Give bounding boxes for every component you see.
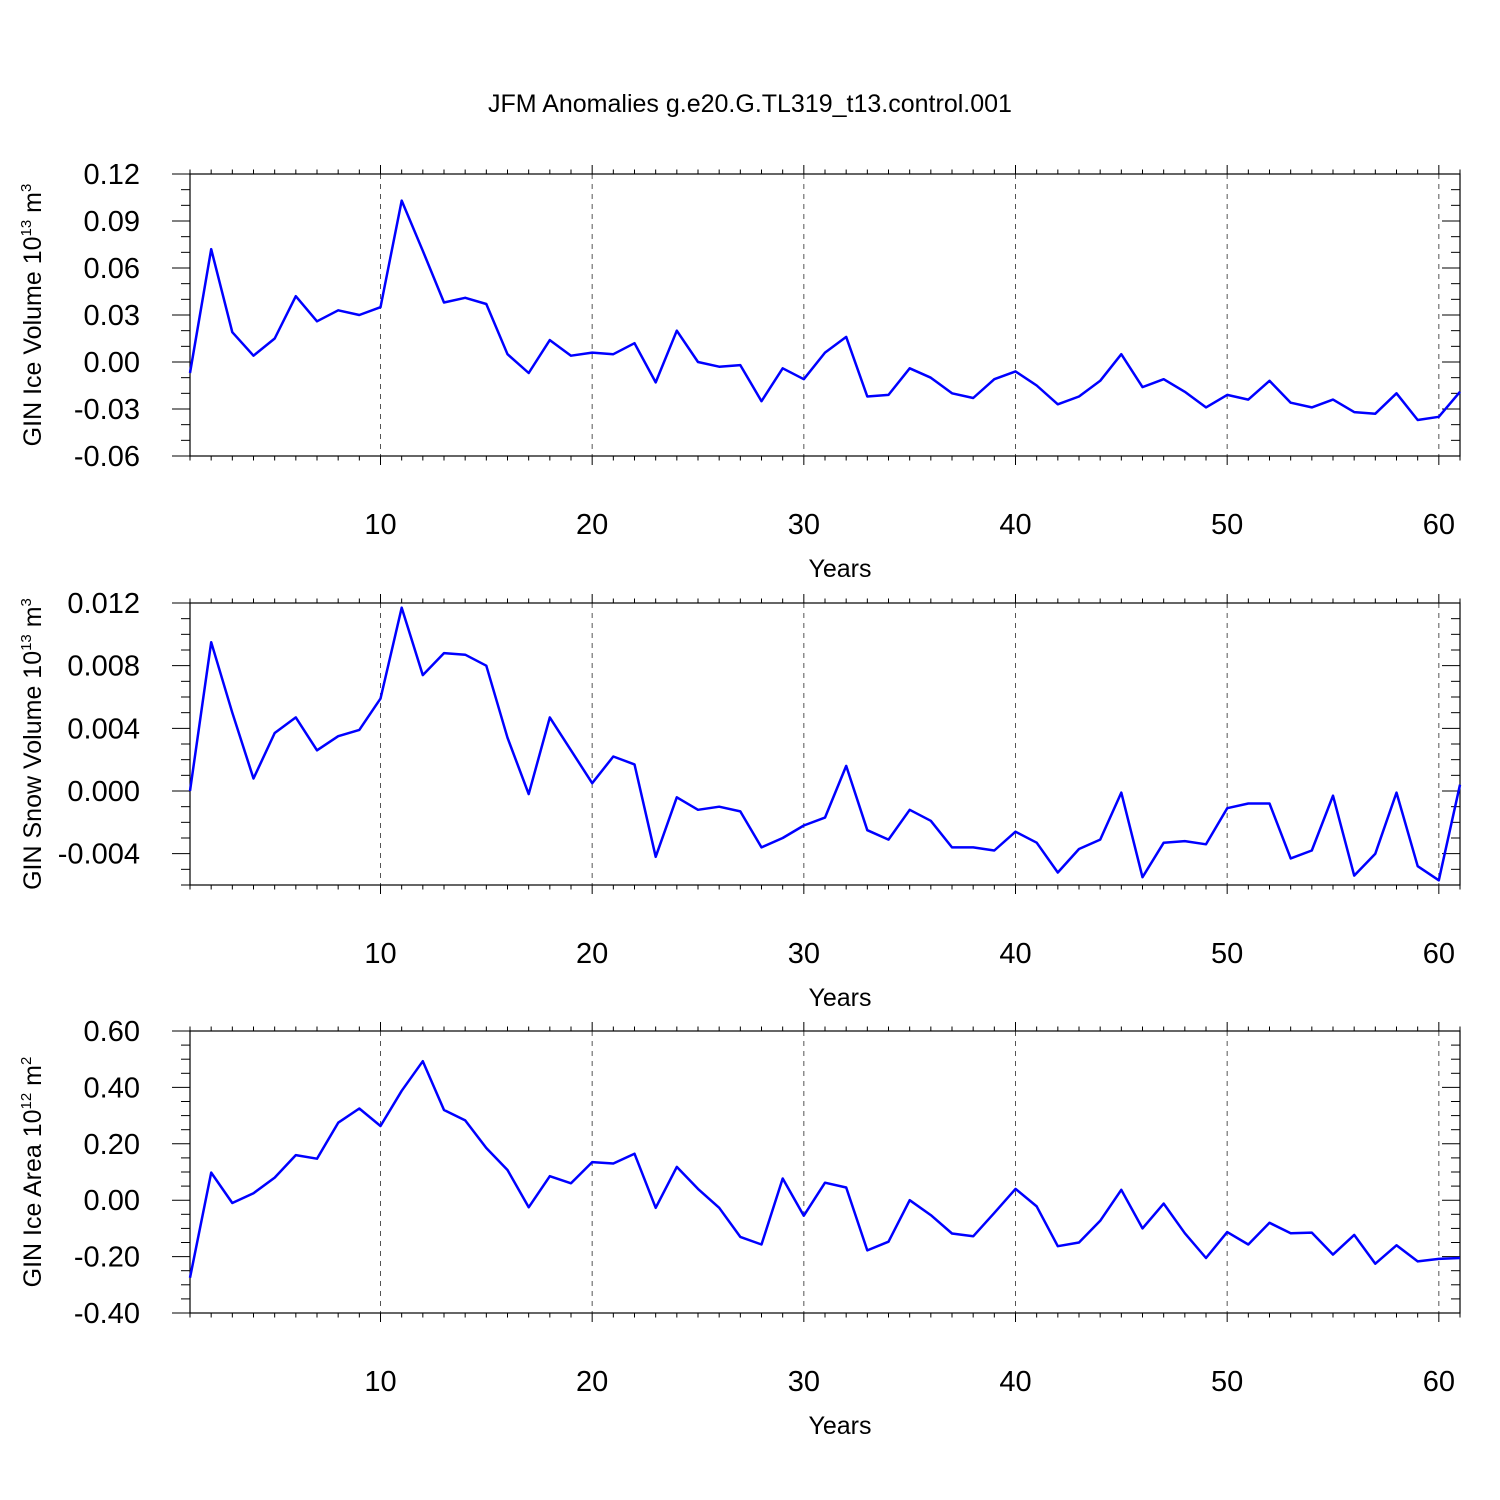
y-tick-label-0.00: 0.00 (84, 347, 140, 379)
y-tick-label-0.12: 0.12 (84, 159, 140, 191)
x-tick-label-30: 30 (788, 1366, 820, 1398)
x-tick-label-20: 20 (576, 509, 608, 541)
x-tick-label-30: 30 (788, 509, 820, 541)
y-axis-title-unit-exponent: 3 (18, 184, 35, 192)
x-tick-label-40: 40 (999, 938, 1031, 970)
series-line-ice-volume (188, 199, 1461, 422)
y-axis-title-unit: m (19, 1065, 47, 1093)
y-tick-label-0.012: 0.012 (67, 588, 140, 620)
y-axis-title-unit-exponent: 2 (18, 1057, 35, 1065)
y-axis-title-unit-exponent: 3 (18, 598, 35, 606)
y-tick-label-0.00: 0.00 (84, 1185, 140, 1217)
x-tick-label-60: 60 (1423, 938, 1455, 970)
y-axis-title-main: GIN Ice Volume 10 (19, 236, 47, 446)
x-tick-label-10: 10 (364, 938, 396, 970)
x-tick-label-60: 60 (1423, 1366, 1455, 1398)
x-tick-label-40: 40 (999, 1366, 1031, 1398)
x-axis-title: Years (808, 984, 871, 1012)
y-tick-label-0.20: 0.20 (84, 1129, 140, 1161)
y-axis-title-main: GIN Ice Area 10 (19, 1109, 47, 1287)
y-tick-label-0.06: 0.06 (84, 253, 140, 285)
y-tick-label-0.09: 0.09 (84, 206, 140, 238)
y-tick-label-0.000: 0.000 (67, 776, 140, 808)
x-tick-label-40: 40 (999, 509, 1031, 541)
snow-volume-panel: 10 20 30 40 50 60 -0.004 0.000 0.004 0.008 0.012 Ye… (18, 588, 1462, 1012)
y-tick-label--0.004: -0.004 (58, 839, 140, 871)
x-tick-label-20: 20 (576, 938, 608, 970)
y-tick-label--0.40: -0.40 (74, 1298, 140, 1330)
ice-area-panel: 10 20 30 40 50 60 -0.40 -0.20 0.00 0.20 0.40 0.60 Ye… (18, 1016, 1461, 1440)
x-tick-label-10: 10 (364, 509, 396, 541)
y-tick-label-0.008: 0.008 (67, 651, 140, 683)
y-axis-title-exponent: 13 (18, 220, 35, 237)
series-line-ice-area (188, 1059, 1461, 1279)
figure-title: JFM Anomalies g.e20.G.TL319_t13.control.… (488, 90, 1012, 118)
x-tick-label-20: 20 (576, 1366, 608, 1398)
y-axis-title-exponent: 13 (18, 634, 35, 651)
x-tick-label-60: 60 (1423, 509, 1455, 541)
y-axis-title-main: GIN Snow Volume 10 (19, 651, 47, 890)
x-axis-title: Years (808, 1412, 871, 1440)
x-tick-label-30: 30 (788, 938, 820, 970)
y-tick-label--0.03: -0.03 (74, 394, 140, 426)
y-axis-title-unit: m (19, 192, 47, 220)
y-axis-title: GIN Snow Volume 1013 m3 (18, 598, 47, 890)
y-tick-label-0.40: 0.40 (84, 1072, 140, 1104)
x-axis-title: Years (808, 555, 871, 583)
y-axis-title: GIN Ice Area 1012 m2 (18, 1057, 47, 1288)
y-axis-title-exponent: 12 (18, 1093, 35, 1110)
y-tick-label--0.20: -0.20 (74, 1242, 140, 1274)
x-tick-label-50: 50 (1211, 1366, 1243, 1398)
y-tick-label-0.004: 0.004 (67, 713, 140, 745)
x-tick-label-10: 10 (364, 1366, 396, 1398)
x-tick-label-50: 50 (1211, 509, 1243, 541)
series-line-snow-volume (188, 606, 1462, 882)
y-tick-label-0.60: 0.60 (84, 1016, 140, 1048)
y-tick-label--0.06: -0.06 (74, 441, 140, 473)
y-tick-label-0.03: 0.03 (84, 300, 140, 332)
x-tick-label-50: 50 (1211, 938, 1243, 970)
y-axis-title-unit: m (19, 606, 47, 634)
y-axis-title: GIN Ice Volume 1013 m3 (18, 184, 47, 447)
ice-volume-panel: 10 20 30 40 50 60 -0.06 -0.03 0.00 0.03 0.06 0.09 0.… (18, 159, 1461, 583)
